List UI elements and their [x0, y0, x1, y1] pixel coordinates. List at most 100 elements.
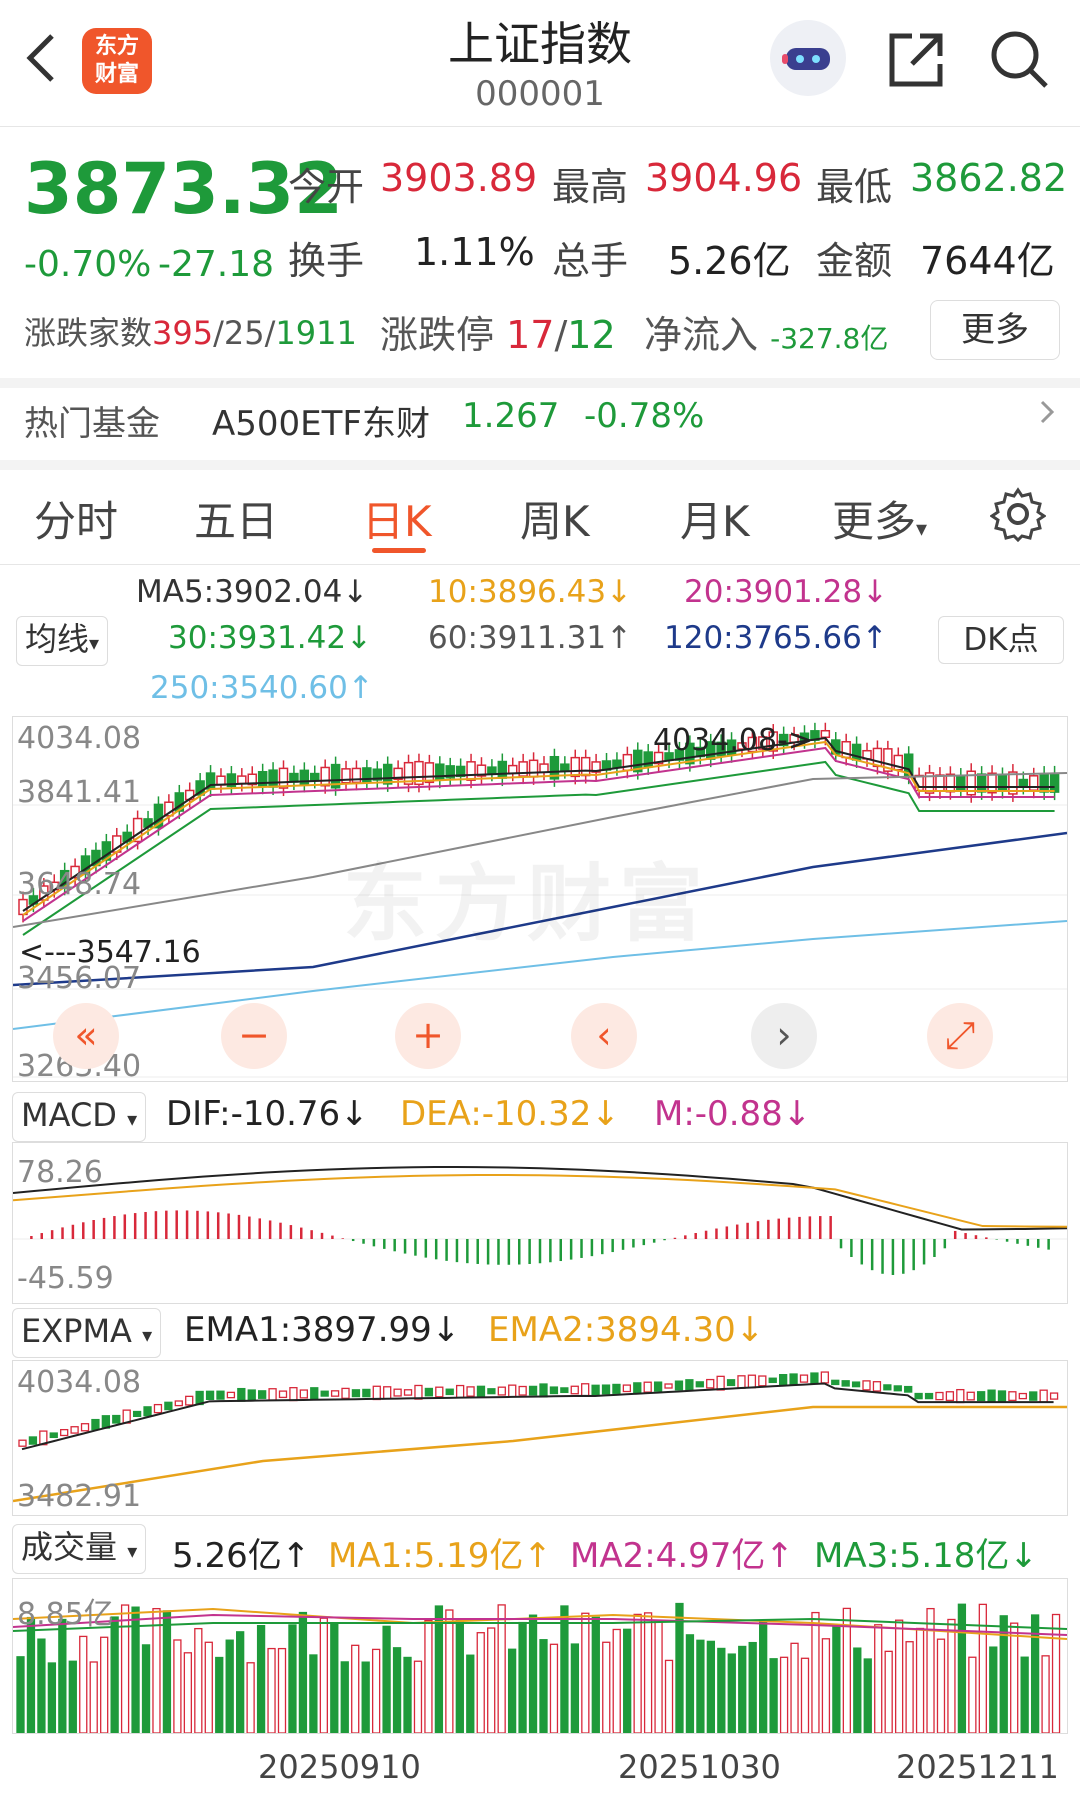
volume-bar: [162, 1610, 172, 1734]
tab-five-day[interactable]: 五日: [194, 497, 279, 546]
volume-bar: [152, 1607, 161, 1734]
hot-fund-row[interactable]: 热门基金 A500ETF东财 1.267 -0.78%: [0, 388, 1080, 460]
open-label: 今开: [288, 165, 365, 209]
macd-chart[interactable]: 78.26 -45.59: [12, 1142, 1068, 1304]
candle-body: [924, 772, 935, 794]
candle-body: [674, 749, 685, 761]
volume-bar: [246, 1662, 255, 1734]
macd-dea: DEA:-10.32↓: [400, 1094, 620, 1134]
expma-canvas: [12, 1371, 1067, 1503]
y-label-3: 3648.74: [17, 867, 142, 902]
volume-bar: [298, 1611, 308, 1734]
more-button[interactable]: 更多: [930, 300, 1060, 360]
volume-bar: [748, 1641, 757, 1734]
volume-bar: [413, 1660, 423, 1734]
expma-candle: [508, 1384, 517, 1398]
search-icon[interactable]: [988, 28, 1052, 92]
zoom-in-button[interactable]: +: [395, 1003, 461, 1069]
volume-bar: [706, 1640, 716, 1734]
candle-body: [820, 729, 831, 739]
ma250-line: [12, 920, 1068, 1030]
app-logo: 东方 财富: [82, 28, 152, 94]
expma-candle: [726, 1379, 736, 1387]
ma5-line: [22, 736, 1055, 912]
ma10-value: 10:3896.43↓: [428, 574, 633, 610]
volume-bar: [319, 1617, 328, 1734]
zoom-out-button[interactable]: −: [221, 1003, 287, 1069]
volume-bar: [507, 1648, 517, 1734]
candle-body: [476, 764, 487, 777]
turnover-label: 换手: [288, 239, 365, 283]
settings-gear-icon[interactable]: [989, 486, 1047, 543]
change-percent: -0.70%: [24, 244, 152, 285]
expma-chart[interactable]: 4034.08 3482.91: [12, 1360, 1068, 1516]
candle-body: [560, 763, 570, 772]
kline-chart[interactable]: 东方财富 4034.08 3841.41 3648.74 3456.07 326…: [12, 716, 1068, 1084]
candle-body: [633, 749, 643, 773]
kline-canvas[interactable]: [12, 717, 1068, 1081]
candle-body: [320, 766, 330, 787]
expma-candle: [831, 1379, 840, 1386]
vol-ma2-line: [12, 1613, 1068, 1636]
candle-body: [445, 765, 455, 779]
candle-body: [872, 747, 883, 768]
volume-chart[interactable]: 8.85亿: [12, 1578, 1068, 1734]
open-value: 3903.89: [380, 156, 538, 200]
expma-candle: [341, 1387, 350, 1399]
caret-down-icon: ▾: [142, 1323, 153, 1347]
low-value: 3862.82: [910, 156, 1068, 200]
expma-candle: [70, 1426, 79, 1434]
volume-bar: [466, 1654, 475, 1734]
back-icon[interactable]: [22, 30, 62, 86]
fullscreen-button[interactable]: ⤢: [927, 1003, 993, 1069]
volume-bar: [424, 1619, 433, 1734]
scroll-left-button[interactable]: ‹: [571, 1003, 637, 1069]
y-label-1: 4034.08: [17, 721, 142, 756]
macd-dif: DIF:-10.76↓: [166, 1094, 369, 1134]
expma-candle: [518, 1385, 527, 1396]
tab-monthly-k[interactable]: 月K: [680, 497, 750, 546]
tab-weekly-k[interactable]: 周K: [520, 497, 590, 546]
ma-selector[interactable]: 均线▾: [16, 616, 109, 666]
assistant-avatar-icon[interactable]: [770, 20, 846, 96]
macd-selector[interactable]: MACD ▾: [12, 1092, 147, 1142]
volume-bar: [277, 1647, 287, 1734]
volume-bar: [487, 1627, 496, 1734]
expma-candle: [80, 1423, 90, 1432]
volume-bar: [978, 1603, 987, 1734]
expma-candle: [60, 1428, 69, 1437]
candle-body: [330, 763, 341, 789]
expma-selector[interactable]: EXPMA ▾: [12, 1308, 162, 1358]
volume-bar: [403, 1656, 412, 1734]
volume-selector[interactable]: 成交量 ▾: [12, 1524, 147, 1574]
scroll-right-button[interactable]: ›: [751, 1003, 817, 1069]
tab-more[interactable]: 更多▾: [832, 497, 928, 546]
volume-bar: [120, 1604, 130, 1734]
expma-candle: [737, 1375, 746, 1389]
tab-daily-k[interactable]: 日K: [362, 497, 432, 546]
volume-bar: [330, 1623, 339, 1734]
vol-ma3-line: [12, 1617, 1068, 1632]
expma-candle: [862, 1380, 871, 1391]
volume-bar: [528, 1614, 538, 1734]
tab-intraday[interactable]: 分时: [34, 497, 119, 546]
dk-point-button[interactable]: DK点: [938, 616, 1064, 664]
expma-candle: [289, 1387, 298, 1402]
expma-candle: [383, 1386, 392, 1400]
expma-candle: [1018, 1392, 1027, 1400]
expma-candle: [268, 1388, 277, 1401]
volume-bar: [382, 1625, 391, 1734]
volume-bar: [351, 1644, 360, 1734]
volume-bar: [936, 1638, 946, 1734]
candle-body: [966, 770, 976, 796]
scroll-start-button[interactable]: «: [53, 1003, 119, 1069]
volume-bar: [476, 1632, 485, 1734]
x-date-2: 20251030: [618, 1748, 781, 1786]
ma5-value: MA5:3902.04↓: [136, 574, 369, 610]
candle-body: [247, 773, 257, 786]
share-icon[interactable]: [886, 30, 946, 90]
volume-bar: [591, 1616, 600, 1734]
candle-body: [883, 748, 893, 772]
volume-bar: [539, 1639, 548, 1734]
expma-candle: [758, 1375, 767, 1387]
